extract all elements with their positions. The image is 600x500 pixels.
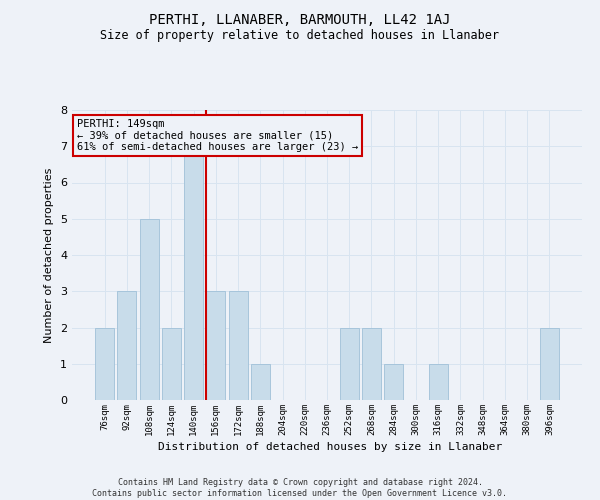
Text: Contains HM Land Registry data © Crown copyright and database right 2024.
Contai: Contains HM Land Registry data © Crown c… — [92, 478, 508, 498]
Bar — [362, 328, 381, 400]
Bar — [251, 364, 270, 400]
Y-axis label: Number of detached properties: Number of detached properties — [44, 168, 55, 342]
Bar — [140, 219, 158, 400]
Text: PERTHI: 149sqm
← 39% of detached houses are smaller (15)
61% of semi-detached ho: PERTHI: 149sqm ← 39% of detached houses … — [77, 118, 358, 152]
Bar — [540, 328, 559, 400]
Bar — [429, 364, 448, 400]
Text: Size of property relative to detached houses in Llanaber: Size of property relative to detached ho… — [101, 29, 499, 42]
Bar — [118, 291, 136, 400]
Text: PERTHI, LLANABER, BARMOUTH, LL42 1AJ: PERTHI, LLANABER, BARMOUTH, LL42 1AJ — [149, 12, 451, 26]
Bar — [95, 328, 114, 400]
Bar — [229, 291, 248, 400]
Bar — [384, 364, 403, 400]
Bar — [340, 328, 359, 400]
Text: Distribution of detached houses by size in Llanaber: Distribution of detached houses by size … — [158, 442, 502, 452]
Bar — [162, 328, 181, 400]
Bar — [206, 291, 225, 400]
Bar — [184, 146, 203, 400]
